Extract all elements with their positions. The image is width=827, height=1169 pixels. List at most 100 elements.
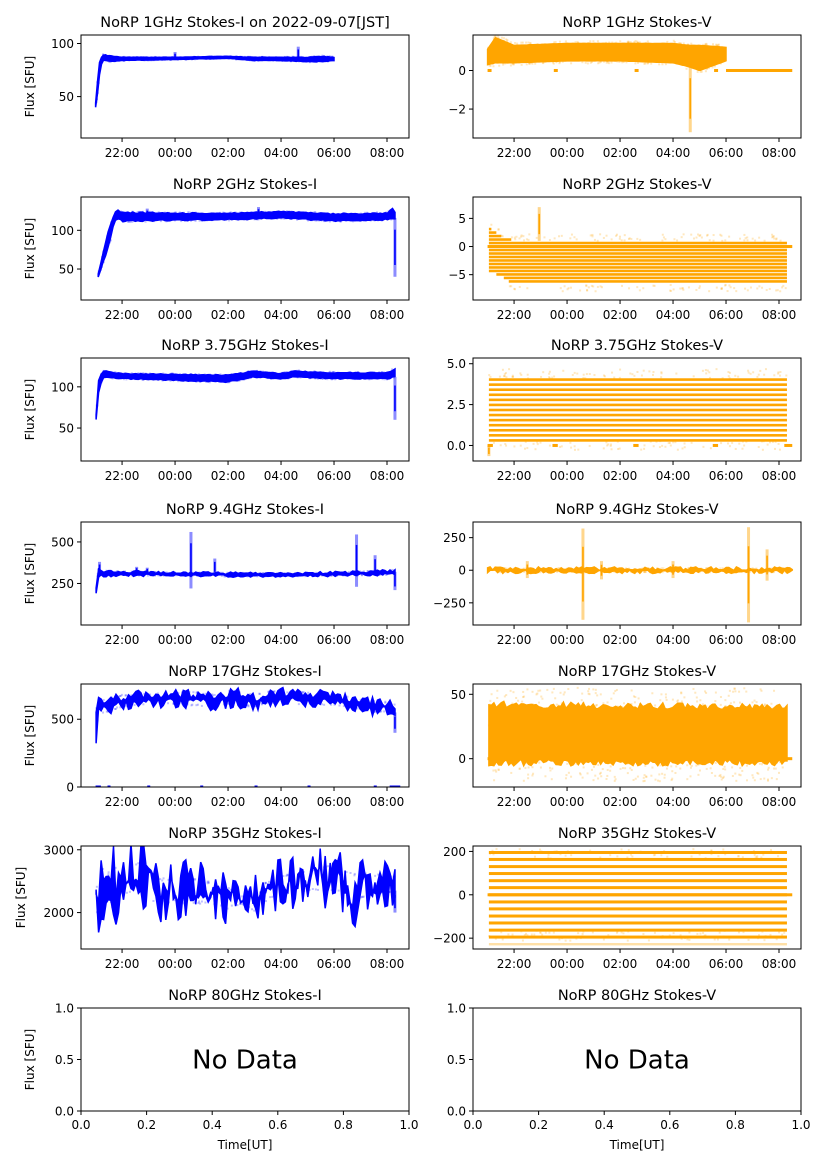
scatter-point-outlier (548, 238, 551, 241)
scatter-point-outlier (722, 777, 725, 780)
scatter-point-outlier (757, 934, 760, 937)
scatter-point-outlier (492, 65, 495, 68)
scatter-point-outlier (697, 763, 700, 766)
scatter-point-outlier (681, 447, 684, 450)
x-tick-label: 04:00 (264, 308, 299, 322)
scatter-point-outlier (751, 774, 754, 777)
scatter-point-outlier (743, 239, 746, 242)
scatter-point-outlier (376, 211, 379, 214)
scatter-point-outlier (552, 62, 555, 65)
scatter-spike-core (297, 49, 300, 58)
scatter-point-outlier (527, 766, 530, 769)
quantized-level-stripe (488, 408, 787, 412)
scatter-point-outlier (754, 239, 757, 242)
scatter-point-outlier (328, 370, 331, 373)
scatter-point-outlier (775, 238, 778, 241)
scatter-point-outlier (515, 235, 518, 238)
scatter-point-outlier (601, 768, 604, 771)
scatter-point-outlier (334, 378, 337, 381)
scatter-band (486, 36, 727, 72)
scatter-point-outlier (602, 236, 605, 239)
scatter-point-outlier (681, 287, 684, 290)
scatter-point-outlier (704, 934, 707, 937)
scatter-point-outlier (518, 285, 521, 288)
scatter-point-outlier (492, 37, 495, 40)
scatter-point-outlier (594, 692, 597, 695)
scatter-point-outlier (146, 574, 149, 577)
scatter-point-outlier (715, 286, 718, 289)
scatter-point-outlier (510, 771, 513, 774)
scatter-point-outlier (497, 228, 500, 231)
scatter-point-outlier (359, 896, 362, 899)
y-tick-label: 2000 (43, 906, 74, 920)
scatter-spike-core (600, 564, 603, 576)
y-tick-label: 0 (458, 888, 466, 902)
zero-value-segment (487, 68, 492, 72)
scatter-point-outlier (669, 570, 672, 573)
scatter-spike-core (766, 555, 768, 575)
quantized-level-stripe (488, 388, 787, 392)
scatter-point-outlier (518, 848, 521, 851)
scatter-point-outlier (558, 235, 561, 238)
scatter-point-outlier (618, 447, 621, 450)
x-tick-label: 22:00 (105, 308, 140, 322)
scatter-point-outlier (107, 873, 110, 876)
scatter-point-outlier (534, 855, 537, 858)
scatter-point-outlier (536, 692, 539, 695)
zero-value-segment (726, 68, 793, 72)
scatter-point-outlier (517, 699, 520, 702)
scatter-point-outlier (721, 377, 724, 380)
scatter-point-outlier (585, 284, 588, 287)
scatter-point-outlier (226, 571, 229, 574)
scatter-point-outlier (551, 767, 554, 770)
scatter-point-outlier (249, 693, 252, 696)
scatter-point-outlier (522, 696, 525, 699)
scatter-point-outlier (743, 687, 746, 690)
x-tick-label: 08:00 (762, 795, 797, 809)
scatter-point-outlier (534, 448, 537, 451)
scatter-point-outlier (605, 441, 608, 444)
scatter-point-outlier (227, 887, 230, 890)
scatter-point-outlier (599, 693, 602, 696)
scatter-point-outlier (636, 61, 639, 64)
scatter-point-outlier (569, 237, 572, 240)
scatter-point-outlier (541, 933, 544, 936)
scatter-point-outlier (127, 220, 130, 223)
scatter-point-outlier (285, 874, 288, 877)
scatter-point-outlier (759, 778, 762, 781)
scatter-point-outlier (550, 778, 553, 781)
scatter-point-outlier (570, 446, 573, 449)
scatter-point-outlier (204, 901, 207, 904)
x-tick-label: 22:00 (497, 633, 532, 647)
scatter-point-outlier (561, 60, 564, 63)
scatter-point-outlier (670, 289, 673, 292)
scatter-point-outlier (516, 42, 519, 45)
scatter-point-outlier (619, 767, 622, 770)
scatter-point-outlier (498, 64, 501, 67)
scatter-point-outlier (680, 692, 683, 695)
scatter-point-outlier (644, 62, 647, 65)
scatter-point-outlier (230, 904, 233, 907)
scatter-point-outlier (586, 289, 589, 292)
scatter-point-outlier (785, 374, 788, 377)
scatter-point-outlier (345, 871, 348, 874)
zero-value-segment (487, 757, 793, 761)
scatter-spike-core (747, 546, 750, 604)
scatter-point-outlier (708, 371, 711, 374)
scatter-point-outlier (125, 891, 128, 894)
scatter-point-outlier (326, 378, 329, 381)
scatter-point-outlier (687, 567, 690, 570)
scatter-point-outlier (546, 688, 549, 691)
scatter-point-outlier (346, 695, 349, 698)
scatter-point-outlier (699, 70, 702, 73)
scatter-point-outlier (721, 567, 724, 570)
scatter-point-outlier (732, 690, 735, 693)
scatter-point-outlier (643, 779, 646, 782)
scatter-point-outlier (724, 239, 727, 242)
scatter-point-outlier (157, 574, 160, 577)
scatter-point-outlier (511, 63, 514, 66)
scatter-point-outlier (704, 43, 707, 46)
scatter-point-outlier (712, 43, 715, 46)
scatter-point-outlier (495, 847, 498, 850)
scatter-point-outlier (239, 903, 242, 906)
